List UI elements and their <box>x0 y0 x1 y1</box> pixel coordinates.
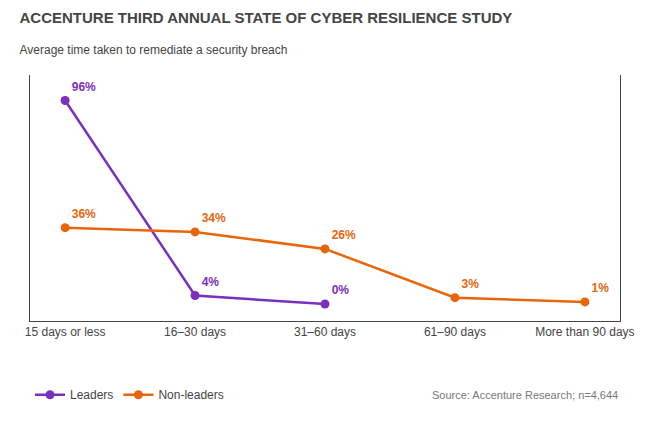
svg-text:26%: 26% <box>332 228 356 242</box>
svg-text:34%: 34% <box>202 211 226 225</box>
svg-text:3%: 3% <box>462 277 480 291</box>
svg-text:36%: 36% <box>72 207 96 221</box>
svg-text:31–60 days: 31–60 days <box>294 325 356 339</box>
svg-text:16–30 days: 16–30 days <box>164 325 226 339</box>
svg-text:61–90 days: 61–90 days <box>424 325 486 339</box>
svg-text:15 days or less: 15 days or less <box>25 325 106 339</box>
svg-text:4%: 4% <box>202 275 220 289</box>
svg-text:96%: 96% <box>72 80 96 94</box>
svg-text:Leaders: Leaders <box>70 388 113 402</box>
svg-text:ACCENTURE THIRD ANNUAL STATE O: ACCENTURE THIRD ANNUAL STATE OF CYBER RE… <box>20 9 513 26</box>
svg-text:0%: 0% <box>332 283 350 297</box>
svg-text:Source: Accenture Research; n=: Source: Accenture Research; n=4,644 <box>432 389 618 401</box>
svg-text:1%: 1% <box>592 281 610 295</box>
svg-text:Average time taken to remediat: Average time taken to remediate a securi… <box>20 43 288 57</box>
svg-text:More than 90 days: More than 90 days <box>535 325 634 339</box>
svg-text:Non-leaders: Non-leaders <box>158 388 223 402</box>
